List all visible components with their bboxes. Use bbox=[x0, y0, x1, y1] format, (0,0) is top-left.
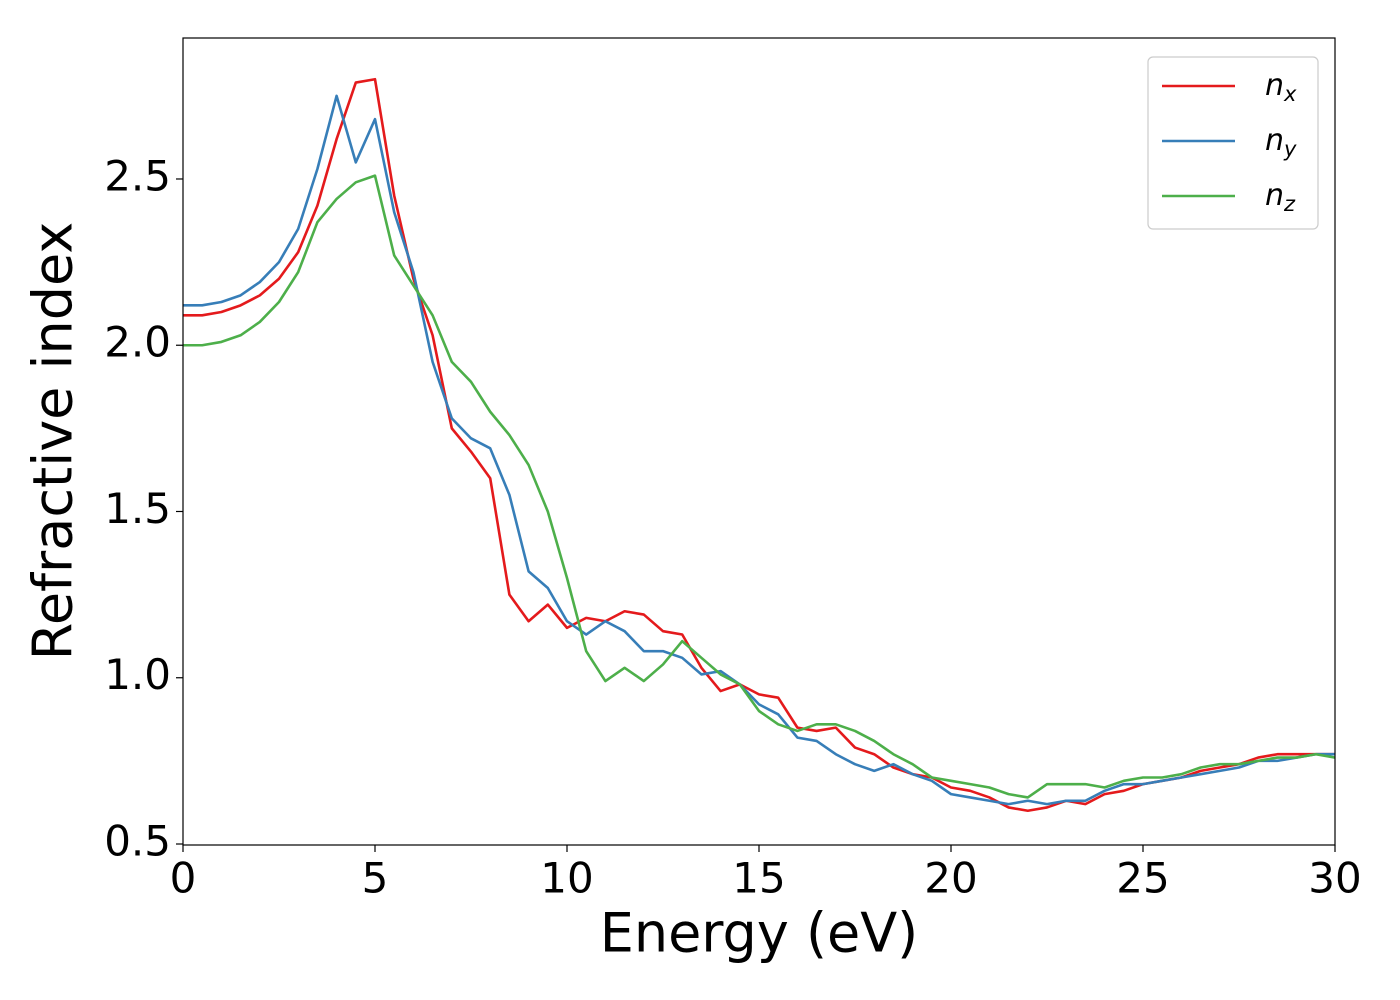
legend-label: ny bbox=[1265, 123, 1297, 162]
y-axis-label: Refractive index bbox=[22, 222, 85, 661]
x-tick-label: 25 bbox=[1116, 854, 1169, 903]
y-tick-label: 2.5 bbox=[104, 151, 171, 200]
x-axis-label: Energy (eV) bbox=[600, 902, 919, 965]
x-tick-label: 20 bbox=[924, 854, 977, 903]
y-tick-label: 0.5 bbox=[104, 817, 171, 866]
legend-label: nx bbox=[1265, 68, 1297, 107]
plot-frame bbox=[182, 37, 1336, 846]
x-tick-label: 10 bbox=[540, 854, 593, 903]
y-tick-label: 2.0 bbox=[104, 318, 171, 367]
line bbox=[183, 174, 1335, 799]
y-tick-label: 1.0 bbox=[104, 650, 171, 699]
x-tick-label: 30 bbox=[1308, 854, 1361, 903]
x-tick-label: 0 bbox=[170, 854, 197, 903]
y-tick-label: 1.5 bbox=[104, 484, 171, 533]
legend-label: nz bbox=[1265, 178, 1296, 217]
x-tick-label: 5 bbox=[362, 854, 389, 903]
x-tick-label: 15 bbox=[732, 854, 785, 903]
line bbox=[183, 94, 1335, 806]
legend-box bbox=[1147, 56, 1319, 230]
